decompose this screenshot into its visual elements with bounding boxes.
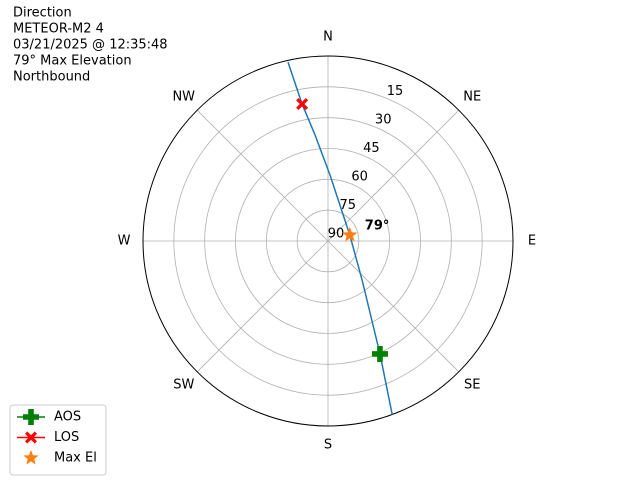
marker-x [296, 98, 309, 111]
theta-tick-label: W [118, 234, 131, 249]
theta-tick-label: NE [463, 89, 481, 104]
theta-tick-label: NW [172, 89, 195, 104]
theta-tick-label: S [324, 438, 332, 453]
grid-spoke [196, 109, 329, 242]
r-tick-label: 30 [375, 113, 392, 128]
title-line: Direction [13, 6, 72, 21]
title-line: METEOR-M2 4 [13, 22, 104, 37]
legend-label: AOS [54, 410, 81, 425]
polar-spine [142, 55, 514, 427]
legend-label: Max El [54, 451, 97, 466]
r-tick-label: 75 [340, 198, 357, 213]
legend-marker [25, 431, 37, 444]
title-line: Northbound [13, 70, 90, 85]
title-line: 79° Max Elevation [13, 54, 132, 69]
r-tick-label: 15 [387, 84, 404, 99]
grid-spoke [196, 240, 329, 373]
marker-star [342, 227, 358, 242]
theta-tick-label: SE [464, 378, 480, 393]
legend-marker [23, 450, 39, 465]
track-line [287, 61, 393, 415]
marker-plus [371, 345, 388, 362]
r-tick-label: 60 [351, 170, 368, 185]
theta-tick-label: N [323, 30, 333, 45]
r-tick-label: 45 [363, 141, 380, 156]
legend-marker [23, 409, 39, 425]
theta-tick-label: E [528, 234, 536, 249]
theta-tick-label: SW [173, 378, 194, 393]
title-line: 03/21/2025 @ 12:35:48 [13, 38, 168, 53]
r-tick-label: 90 [328, 227, 345, 242]
grid-spoke [327, 109, 460, 242]
legend-label: LOS [54, 430, 79, 445]
grid-spoke [327, 240, 460, 373]
value-label: 79° [365, 219, 390, 234]
